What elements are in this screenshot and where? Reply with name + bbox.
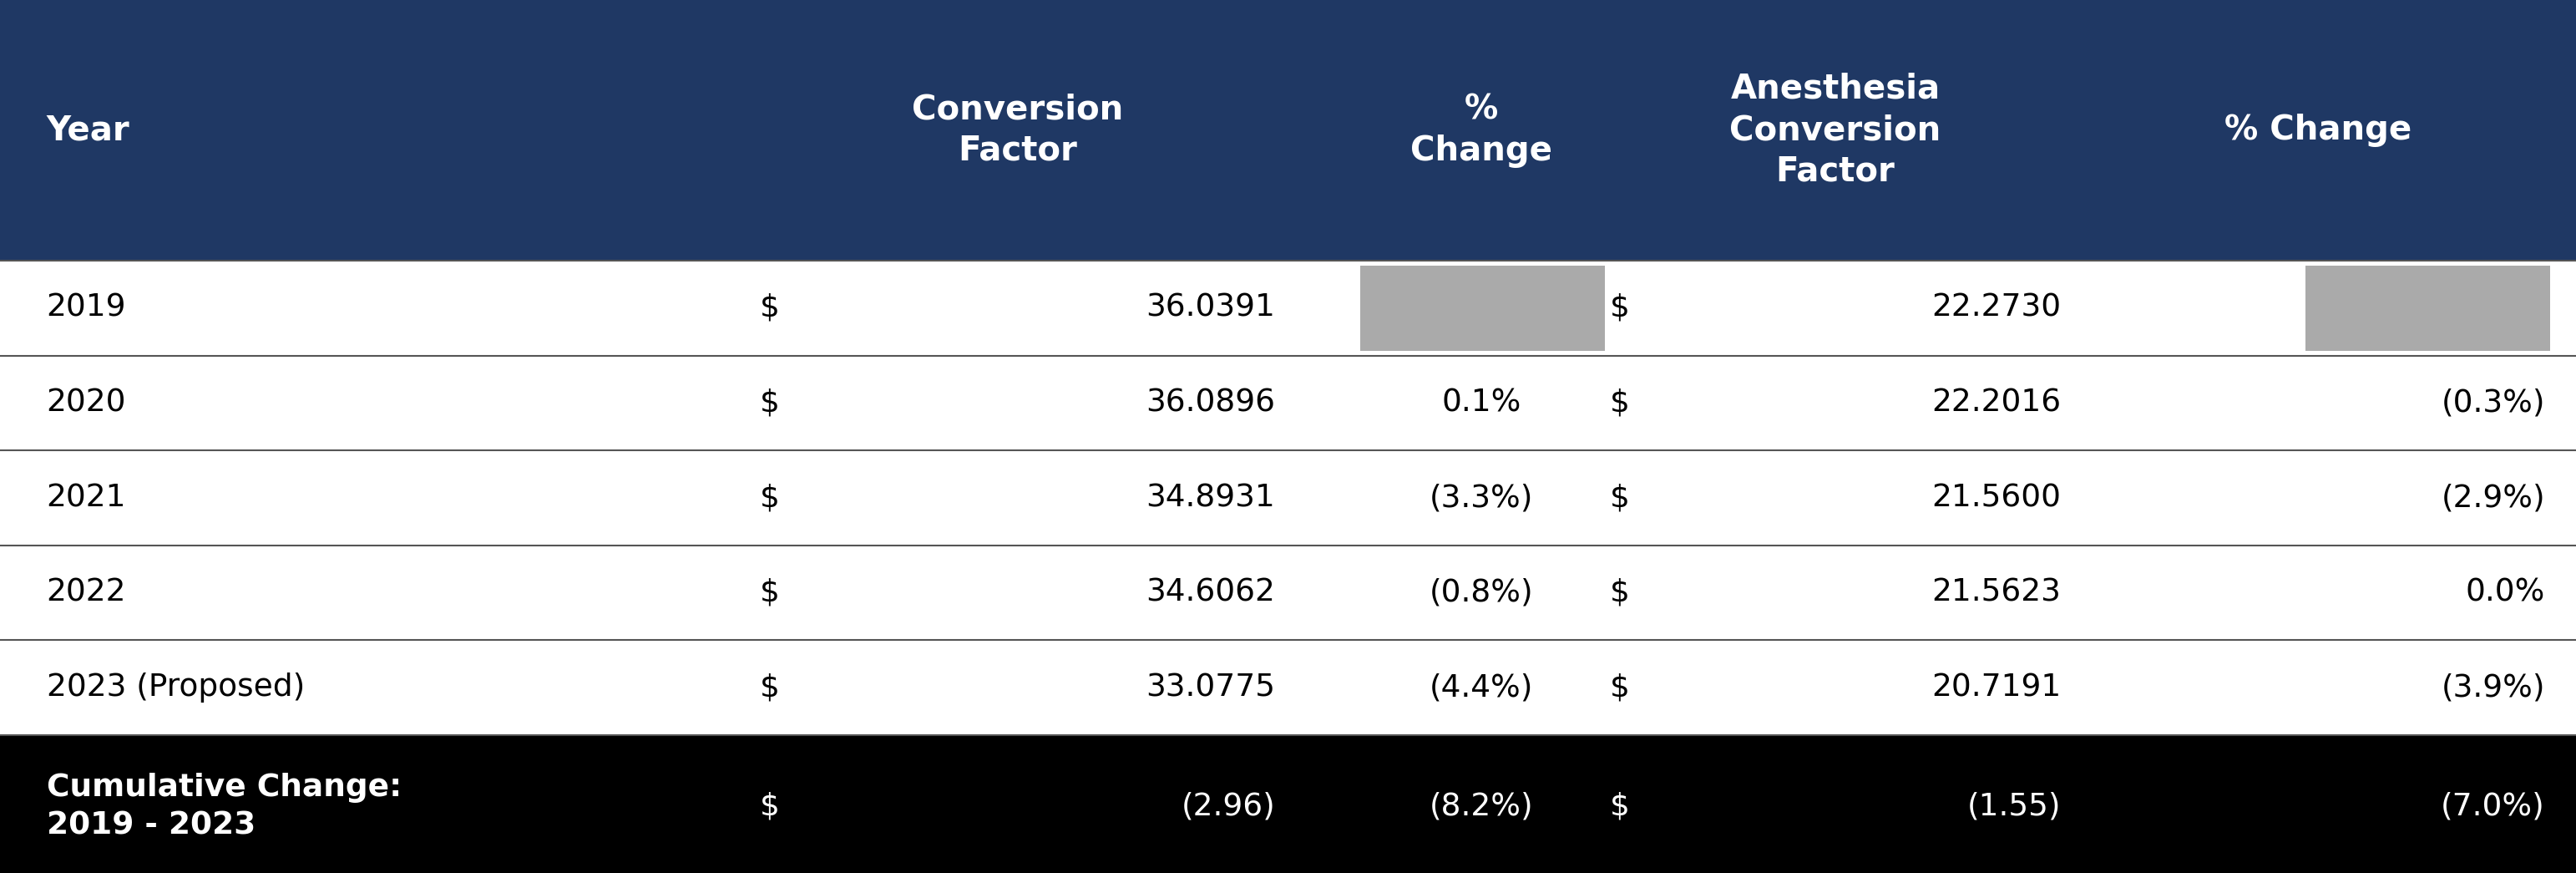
Text: 36.0391: 36.0391 [1146,293,1275,323]
Text: $: $ [760,483,781,513]
Text: (0.8%): (0.8%) [1430,578,1533,608]
Text: 2020: 2020 [46,388,126,418]
Text: $: $ [1610,483,1631,513]
Text: 20.7191: 20.7191 [1932,673,2061,703]
Text: Cumulative Change:
2019 - 2023: Cumulative Change: 2019 - 2023 [46,773,402,841]
Text: Year: Year [46,113,129,147]
Text: (3.3%): (3.3%) [1430,483,1533,513]
Text: (2.9%): (2.9%) [2442,483,2545,513]
Text: % Change: % Change [2226,113,2411,147]
Text: 21.5623: 21.5623 [1932,578,2061,608]
Text: (3.9%): (3.9%) [2442,673,2545,703]
Bar [0,640,2576,735]
Text: 2019: 2019 [46,293,126,323]
Text: (0.3%): (0.3%) [2442,388,2545,418]
Text: (2.96): (2.96) [1180,792,1275,821]
Text: 33.0775: 33.0775 [1146,673,1275,703]
Text: $: $ [760,792,781,821]
Text: $: $ [1610,578,1631,608]
Bar [2306,266,2550,350]
Text: $: $ [760,673,781,703]
Text: 22.2016: 22.2016 [1932,388,2061,418]
Text: 34.6062: 34.6062 [1146,578,1275,608]
Text: 0.0%: 0.0% [2465,578,2545,608]
Text: Anesthesia
Conversion
Factor: Anesthesia Conversion Factor [1728,72,1942,189]
Text: $: $ [1610,388,1631,418]
Text: $: $ [760,293,781,323]
Text: (4.4%): (4.4%) [1430,673,1533,703]
Bar [0,261,2576,355]
Text: $: $ [760,388,781,418]
Text: 2023 (Proposed): 2023 (Proposed) [46,673,304,703]
Text: 0.1%: 0.1% [1443,388,1520,418]
Text: 34.8931: 34.8931 [1146,483,1275,513]
Text: (8.2%): (8.2%) [1430,792,1533,821]
Text: 2022: 2022 [46,578,126,608]
Bar [0,450,2576,546]
Text: 21.5600: 21.5600 [1932,483,2061,513]
Text: $: $ [1610,673,1631,703]
Text: (1.55): (1.55) [1968,792,2061,821]
Text: $: $ [760,578,781,608]
Bar [0,735,2576,873]
Bar [0,355,2576,450]
Text: 36.0896: 36.0896 [1146,388,1275,418]
Text: 2021: 2021 [46,483,126,513]
Bar [1360,266,1605,350]
Text: $: $ [1610,293,1631,323]
Text: (7.0%): (7.0%) [2442,792,2545,821]
Text: %
Change: % Change [1409,93,1553,168]
Text: Conversion
Factor: Conversion Factor [912,93,1123,168]
Text: 22.2730: 22.2730 [1932,293,2061,323]
Text: $: $ [1610,792,1631,821]
Bar [0,0,2576,261]
Bar [0,546,2576,640]
